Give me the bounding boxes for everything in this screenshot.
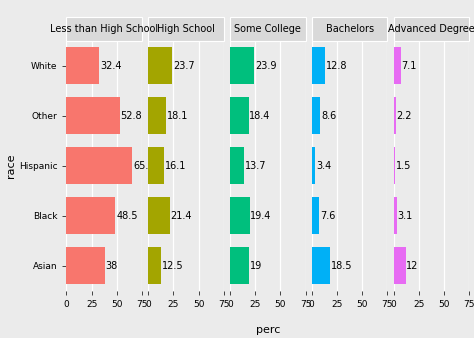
Text: 12.5: 12.5 — [162, 261, 183, 271]
Text: Less than High School: Less than High School — [50, 24, 158, 34]
Text: 48.5: 48.5 — [116, 211, 137, 221]
Bar — [230, 197, 249, 235]
Y-axis label: race: race — [6, 153, 16, 178]
Text: 3.4: 3.4 — [316, 161, 331, 171]
Bar — [393, 47, 401, 84]
Text: 32.4: 32.4 — [100, 61, 121, 71]
Bar — [66, 197, 115, 235]
Text: Some College: Some College — [234, 24, 301, 34]
Bar — [66, 97, 119, 135]
Bar — [393, 97, 396, 135]
Text: 23.9: 23.9 — [255, 61, 276, 71]
Bar — [312, 47, 325, 84]
Bar — [148, 97, 166, 135]
Bar — [148, 147, 164, 185]
Text: 1.5: 1.5 — [396, 161, 411, 171]
Text: Bachelors: Bachelors — [326, 24, 374, 34]
Text: 16.1: 16.1 — [165, 161, 187, 171]
Bar — [393, 247, 406, 284]
Text: 38: 38 — [106, 261, 118, 271]
Text: 12.8: 12.8 — [326, 61, 347, 71]
Text: 23.7: 23.7 — [173, 61, 194, 71]
Bar — [66, 47, 99, 84]
Text: 18.5: 18.5 — [331, 261, 353, 271]
Text: 21.4: 21.4 — [171, 211, 192, 221]
Bar — [148, 247, 161, 284]
Text: High School: High School — [157, 24, 215, 34]
Text: perc: perc — [255, 324, 280, 335]
Bar — [312, 97, 320, 135]
Text: 18.4: 18.4 — [249, 111, 271, 121]
Bar — [393, 147, 395, 185]
Text: 12: 12 — [406, 261, 419, 271]
Text: 8.6: 8.6 — [321, 111, 337, 121]
Bar — [230, 47, 254, 84]
Text: 2.2: 2.2 — [397, 111, 412, 121]
Text: 3.1: 3.1 — [398, 211, 413, 221]
Bar — [148, 47, 172, 84]
Text: 13.7: 13.7 — [245, 161, 266, 171]
Text: 19.4: 19.4 — [250, 211, 272, 221]
Bar — [148, 197, 170, 235]
Text: Advanced Degree: Advanced Degree — [388, 24, 474, 34]
Text: 65.3: 65.3 — [133, 161, 155, 171]
Bar — [66, 147, 132, 185]
Bar — [312, 147, 315, 185]
Bar — [393, 197, 397, 235]
Bar — [66, 247, 105, 284]
Text: 7.1: 7.1 — [401, 61, 417, 71]
Text: 52.8: 52.8 — [120, 111, 142, 121]
Bar — [312, 197, 319, 235]
Bar — [230, 247, 249, 284]
Text: 18.1: 18.1 — [167, 111, 189, 121]
Bar — [230, 147, 244, 185]
Bar — [312, 247, 330, 284]
Bar — [230, 97, 248, 135]
Text: 19: 19 — [250, 261, 262, 271]
Text: 7.6: 7.6 — [320, 211, 336, 221]
